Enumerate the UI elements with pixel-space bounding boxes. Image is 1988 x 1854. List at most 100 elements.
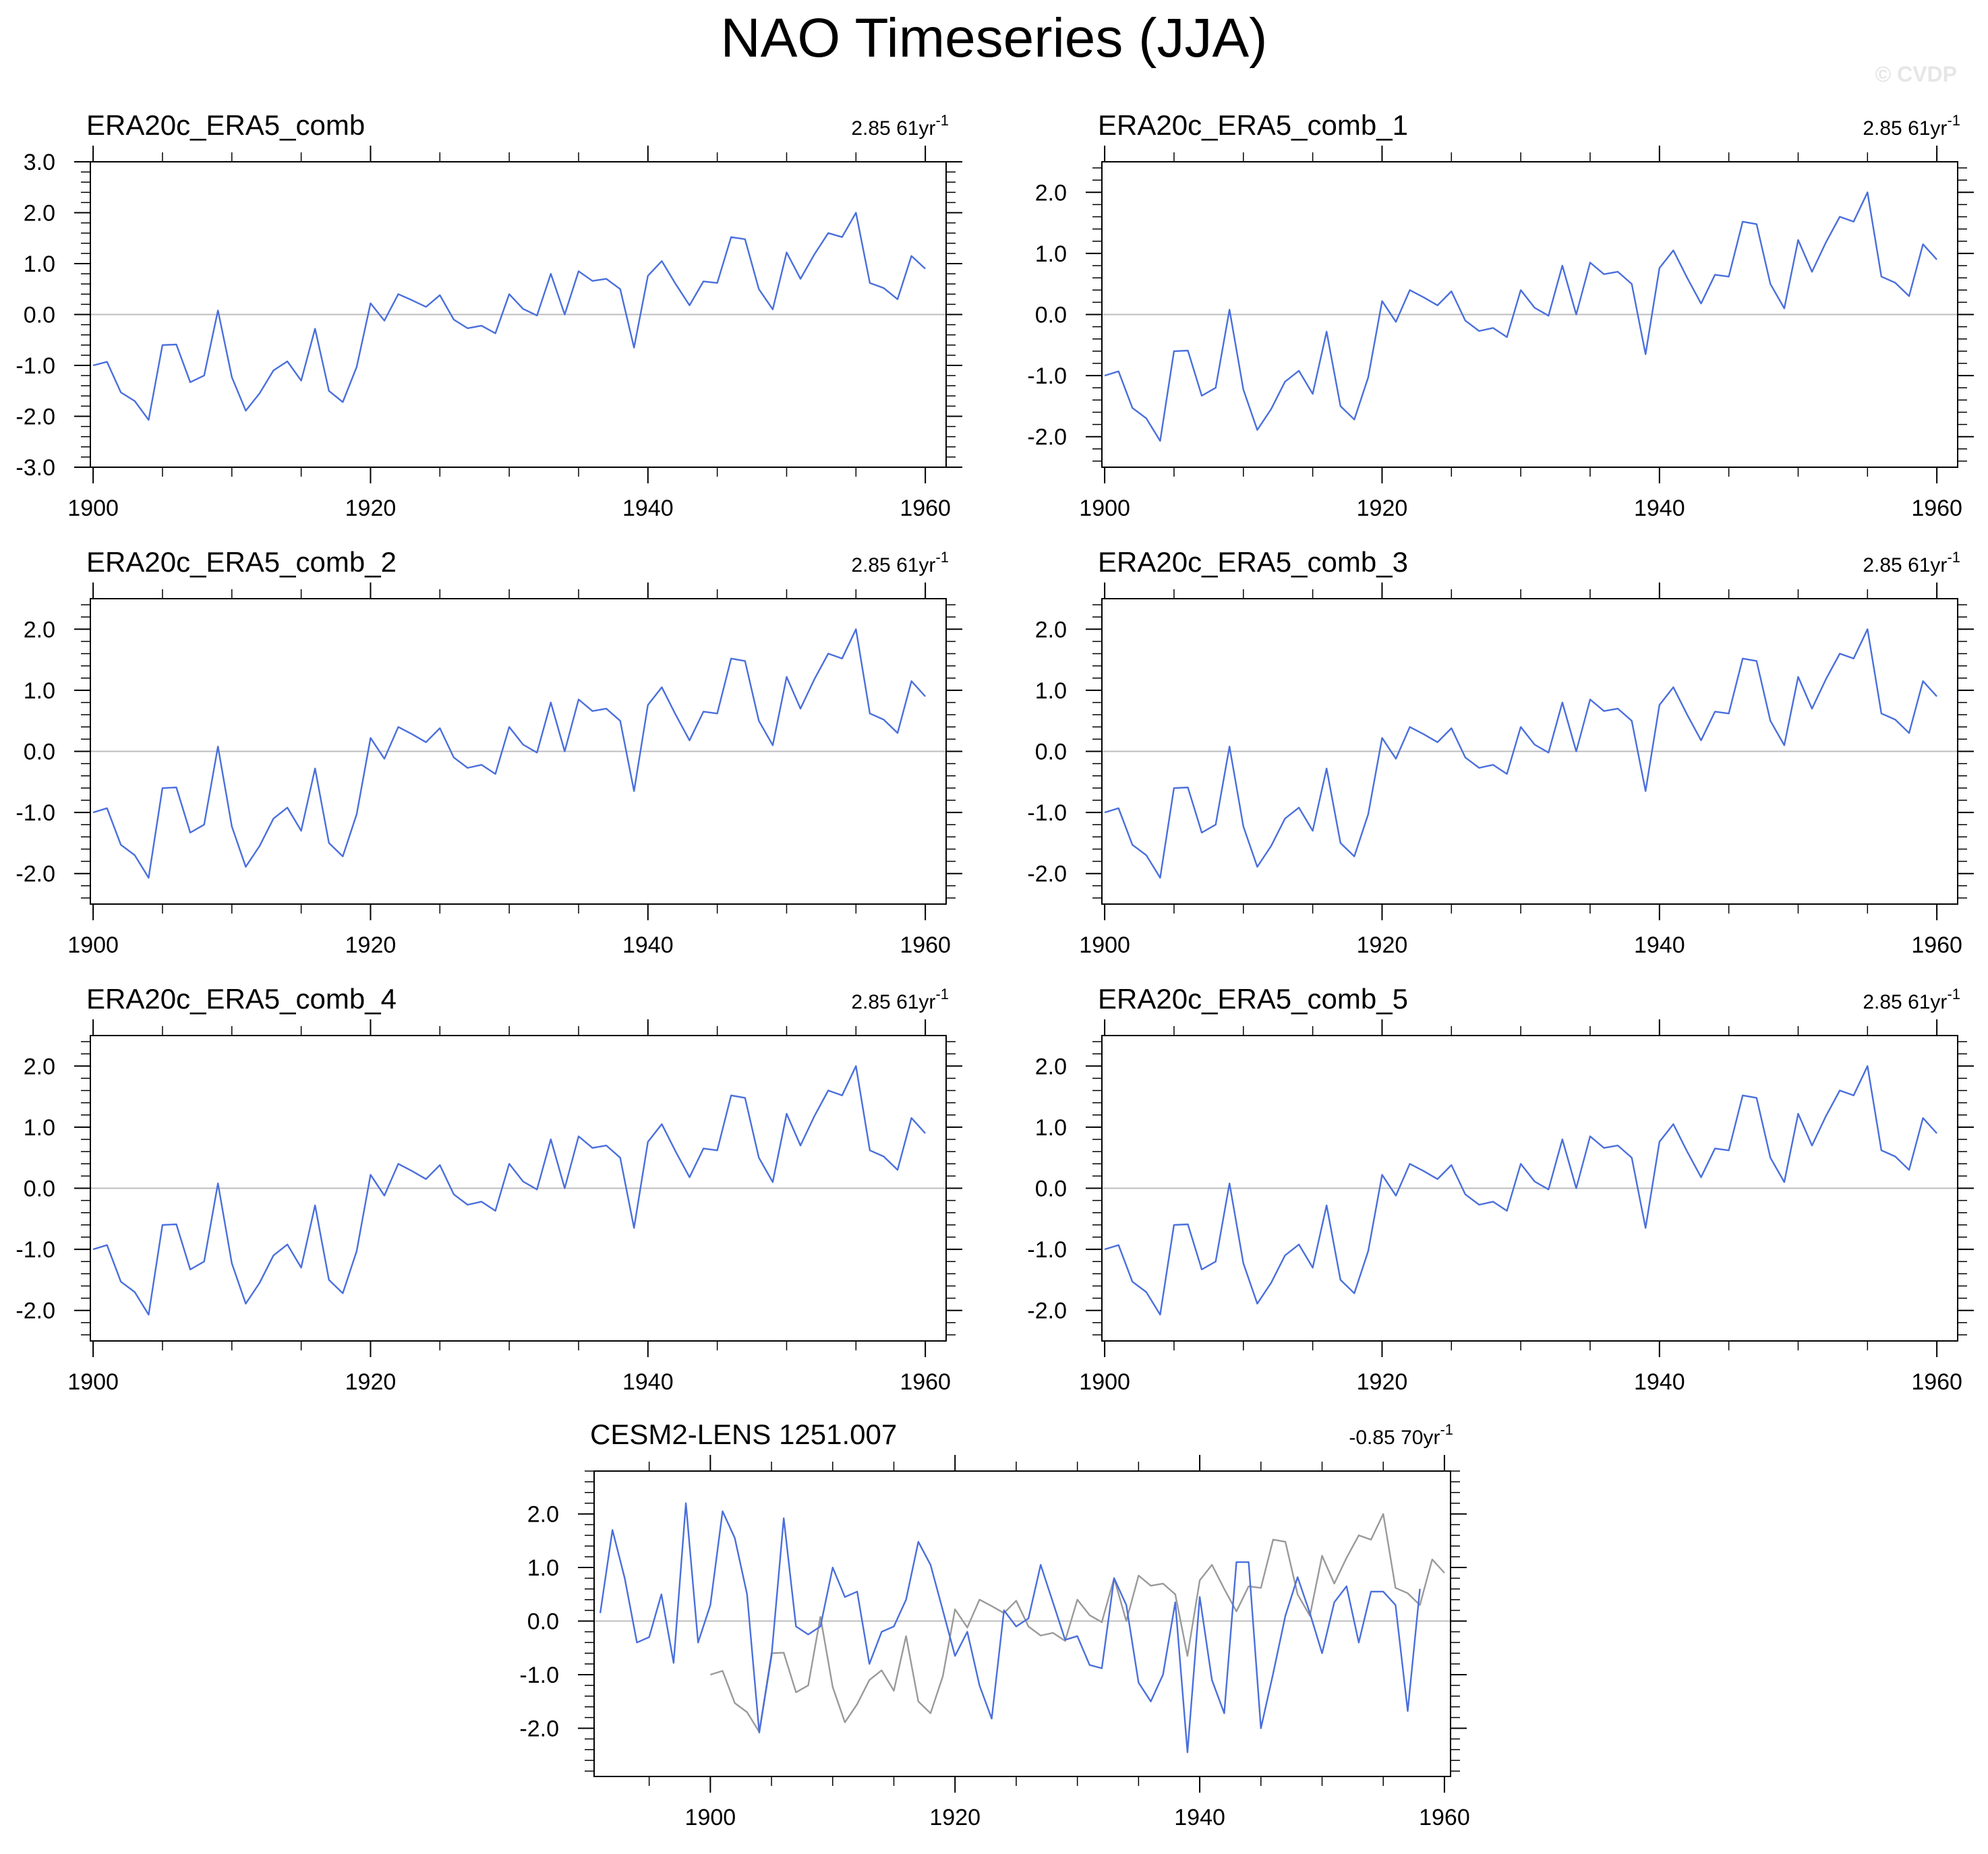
observations-line bbox=[710, 1513, 1445, 1733]
x-tick-label: 1960 bbox=[900, 932, 951, 958]
y-tick-label: -2.0 bbox=[1027, 862, 1067, 887]
y-tick-label: 1.0 bbox=[527, 1555, 559, 1581]
panel-title: ERA20c_ERA5_comb_5 bbox=[1098, 983, 1408, 1015]
x-tick-label: 1940 bbox=[1634, 932, 1685, 958]
chart-panel-2: -2.0 -1.0 0.0 1.0 2.0 1900 1920 1940 1960 ERA20c_… bbox=[16, 546, 962, 958]
x-tick-label: 1920 bbox=[1357, 496, 1408, 521]
x-tick-label: 1960 bbox=[1911, 1369, 1962, 1395]
nao-series-line bbox=[599, 1502, 1421, 1754]
x-tick-label: 1940 bbox=[1634, 496, 1685, 521]
x-tick-label: 1940 bbox=[622, 496, 674, 521]
x-tick-label: 1960 bbox=[1911, 932, 1962, 958]
y-tick-label: -1.0 bbox=[16, 800, 55, 826]
y-tick-label: 0.0 bbox=[1035, 740, 1067, 765]
y-tick-label: 0.0 bbox=[24, 1176, 55, 1202]
y-tick-label: -1.0 bbox=[519, 1663, 559, 1688]
panel-title: ERA20c_ERA5_comb_3 bbox=[1098, 546, 1408, 578]
y-tick-label: 0.0 bbox=[527, 1609, 559, 1635]
trend-annotation: 2.85 61yr-1 bbox=[1863, 986, 1960, 1013]
y-tick-label: -2.0 bbox=[16, 1298, 55, 1324]
y-tick-label: -1.0 bbox=[16, 1237, 55, 1263]
y-tick-label: 1.0 bbox=[1035, 241, 1067, 267]
panel-title: ERA20c_ERA5_comb_4 bbox=[86, 983, 397, 1015]
y-tick-label: 2.0 bbox=[527, 1502, 559, 1528]
x-tick-label: 1920 bbox=[1357, 1369, 1408, 1395]
y-tick-label: -3.0 bbox=[16, 455, 55, 481]
y-tick-label: 0.0 bbox=[24, 740, 55, 765]
x-tick-label: 1900 bbox=[67, 496, 119, 521]
x-tick-label: 1920 bbox=[929, 1805, 981, 1830]
y-tick-label: 0.0 bbox=[1035, 303, 1067, 328]
chart-panel-0: -3.0 -2.0 -1.0 0.0 1.0 2.0 3.0 1900 1920 1940 1960… bbox=[16, 109, 962, 521]
y-tick-label: 2.0 bbox=[1035, 1054, 1067, 1079]
y-tick-label: -1.0 bbox=[16, 353, 55, 379]
nao-series-line bbox=[92, 212, 926, 421]
x-tick-label: 1940 bbox=[1174, 1805, 1225, 1830]
plot-frame bbox=[90, 161, 947, 468]
x-tick-label: 1900 bbox=[1079, 1369, 1130, 1395]
y-tick-label: 0.0 bbox=[24, 303, 55, 328]
x-tick-label: 1940 bbox=[622, 932, 674, 958]
y-tick-label: -1.0 bbox=[1027, 800, 1067, 826]
y-tick-label: 0.0 bbox=[1035, 1176, 1067, 1202]
trend-annotation: 2.85 61yr-1 bbox=[1863, 112, 1960, 140]
y-tick-label: 1.0 bbox=[24, 678, 55, 704]
panel-title: ERA20c_ERA5_comb_2 bbox=[86, 546, 397, 578]
chart-panel-4: -2.0 -1.0 0.0 1.0 2.0 1900 1920 1940 1960 ERA20c_… bbox=[16, 983, 962, 1395]
plot-frame bbox=[593, 1470, 1451, 1777]
trend-annotation: 2.85 61yr-1 bbox=[851, 986, 949, 1013]
nao-series-line bbox=[1104, 1065, 1937, 1316]
y-tick-label: 1.0 bbox=[1035, 678, 1067, 704]
x-tick-label: 1940 bbox=[1634, 1369, 1685, 1395]
x-tick-label: 1940 bbox=[622, 1369, 674, 1395]
x-tick-label: 1900 bbox=[685, 1805, 736, 1830]
nao-series-line bbox=[92, 628, 926, 879]
x-tick-label: 1920 bbox=[345, 932, 397, 958]
x-tick-label: 1960 bbox=[900, 1369, 951, 1395]
x-tick-label: 1960 bbox=[1419, 1805, 1470, 1830]
plot-frame bbox=[1101, 598, 1958, 905]
chart-panel-5: -2.0 -1.0 0.0 1.0 2.0 1900 1920 1940 1960 ERA20c_… bbox=[1027, 983, 1974, 1395]
plot-frame bbox=[90, 1035, 947, 1342]
y-tick-label: -1.0 bbox=[1027, 363, 1067, 389]
nao-series-line bbox=[1104, 191, 1937, 442]
y-tick-label: 2.0 bbox=[24, 617, 55, 642]
y-tick-label: -2.0 bbox=[16, 405, 55, 430]
y-tick-label: -2.0 bbox=[16, 862, 55, 887]
x-tick-label: 1900 bbox=[67, 1369, 119, 1395]
x-tick-label: 1900 bbox=[67, 932, 119, 958]
y-tick-label: -2.0 bbox=[1027, 1298, 1067, 1324]
y-tick-label: 1.0 bbox=[1035, 1115, 1067, 1141]
y-tick-label: 1.0 bbox=[24, 251, 55, 277]
x-tick-label: 1900 bbox=[1079, 496, 1130, 521]
cvdp-watermark: © CVDP bbox=[1875, 62, 1957, 86]
y-tick-label: 2.0 bbox=[1035, 180, 1067, 206]
y-tick-label: 2.0 bbox=[24, 1054, 55, 1079]
trend-annotation: -0.85 70yr-1 bbox=[1349, 1421, 1453, 1449]
plot-frame bbox=[1101, 161, 1958, 468]
nao-series-line bbox=[92, 1065, 926, 1316]
x-tick-label: 1920 bbox=[345, 1369, 397, 1395]
y-tick-label: 2.0 bbox=[24, 201, 55, 227]
plot-frame bbox=[90, 598, 947, 905]
x-tick-label: 1960 bbox=[1911, 496, 1962, 521]
y-tick-label: 3.0 bbox=[24, 150, 55, 175]
trend-annotation: 2.85 61yr-1 bbox=[851, 112, 949, 140]
y-tick-label: 2.0 bbox=[1035, 617, 1067, 642]
plot-frame bbox=[1101, 1035, 1958, 1342]
x-tick-label: 1920 bbox=[345, 496, 397, 521]
chart-panel-6: -2.0 -1.0 0.0 1.0 2.0 1900 1920 1940 1960 CESM2-L… bbox=[519, 1418, 1469, 1830]
panel-title: CESM2-LENS 1251.007 bbox=[590, 1418, 897, 1450]
panel-title: ERA20c_ERA5_comb_1 bbox=[1098, 109, 1408, 141]
y-tick-label: -1.0 bbox=[1027, 1237, 1067, 1263]
chart-panel-1: -2.0 -1.0 0.0 1.0 2.0 1900 1920 1940 1960 ERA20c_… bbox=[1027, 109, 1974, 521]
panel-title: ERA20c_ERA5_comb bbox=[86, 109, 365, 141]
trend-annotation: 2.85 61yr-1 bbox=[851, 549, 949, 576]
x-tick-label: 1920 bbox=[1357, 932, 1408, 958]
x-tick-label: 1900 bbox=[1079, 932, 1130, 958]
x-tick-label: 1960 bbox=[900, 496, 951, 521]
nao-series-line bbox=[1104, 628, 1937, 879]
chart-panel-3: -2.0 -1.0 0.0 1.0 2.0 1900 1920 1940 1960 ERA20c_… bbox=[1027, 546, 1974, 958]
y-tick-label: -2.0 bbox=[519, 1716, 559, 1741]
